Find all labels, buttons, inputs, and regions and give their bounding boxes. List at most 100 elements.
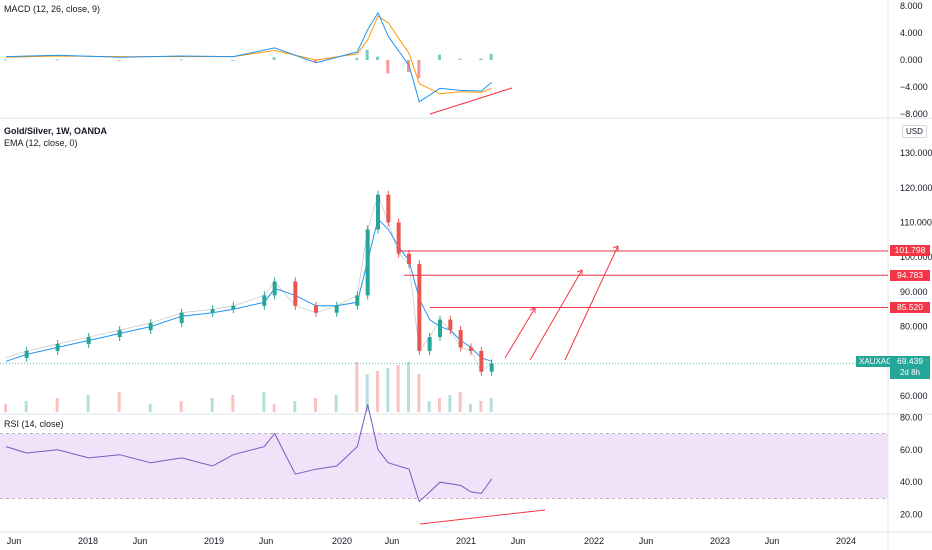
- currency-button[interactable]: USD: [902, 125, 927, 138]
- projection-arrow: [504, 307, 536, 359]
- price-tick-label: 90.000: [900, 287, 928, 297]
- candle-body: [148, 323, 153, 331]
- candle-body: [210, 309, 215, 313]
- last-price-tag: 69.439: [890, 356, 930, 367]
- macd-title: MACD (12, 26, close, 9): [4, 4, 101, 14]
- price-label-3: 85.520: [890, 301, 930, 313]
- macd-histogram-bar: [365, 49, 369, 60]
- arrow-head: [529, 307, 536, 313]
- macd-histogram-bar: [386, 60, 390, 74]
- rsi-title: RSI (14, close): [4, 419, 64, 429]
- candle-body: [417, 264, 422, 351]
- candle-body: [365, 229, 370, 296]
- time-tick-label: Jun: [385, 536, 400, 546]
- macd-line: [5, 11, 493, 103]
- candle-body: [24, 350, 29, 358]
- volume-bar: [386, 368, 390, 412]
- time-tick-label: 2022: [584, 536, 604, 546]
- rsi-line: [5, 404, 493, 503]
- price-title: Gold/Silver, 1W, OANDA: [4, 126, 108, 136]
- macd-tick-label: −4.000: [900, 82, 928, 92]
- volume-bar: [469, 404, 472, 412]
- time-tick-label: 2018: [78, 536, 98, 546]
- macd-histogram-bar: [272, 57, 276, 60]
- candle-body: [448, 319, 453, 331]
- volume-bar: [334, 395, 338, 412]
- volume-bar: [489, 398, 493, 412]
- rsi-divergence-arrow: [419, 509, 546, 525]
- candle-body: [314, 305, 318, 313]
- price-label-1: 101.798: [890, 245, 930, 257]
- macd-tick-label: −8.000: [900, 109, 928, 119]
- volume-bar: [4, 404, 7, 412]
- rsi-tick-label: 80.00: [900, 412, 923, 422]
- candle-body: [386, 194, 391, 223]
- volume-bar: [117, 392, 121, 412]
- ema-line: [5, 218, 492, 362]
- volume-bar: [262, 392, 266, 412]
- time-tick-label: 2019: [204, 536, 224, 546]
- candle-body: [334, 305, 339, 313]
- macd-divergence-arrow: [429, 87, 513, 115]
- candle-body: [427, 337, 432, 351]
- time-tick-label: 2023: [710, 536, 730, 546]
- candle-body: [458, 330, 463, 348]
- rsi-tick-label: 20.00: [900, 510, 923, 520]
- price-tick-label: 80.000: [900, 322, 928, 332]
- volume-bar: [272, 404, 276, 412]
- volume-bar: [448, 395, 452, 412]
- candle-body: [355, 295, 360, 306]
- candle-body: [55, 343, 60, 351]
- candle-body: [469, 347, 473, 351]
- candle-body: [293, 281, 298, 306]
- rsi-band: [0, 433, 888, 499]
- macd-tick-label: 8.000: [900, 1, 923, 11]
- macd-signal-line: [5, 15, 492, 95]
- time-tick-label: Jun: [259, 536, 274, 546]
- macd-histogram-bar: [407, 60, 410, 73]
- projection-arrow: [564, 245, 619, 361]
- volume-bar: [479, 401, 483, 412]
- volume-bar: [438, 398, 441, 412]
- volume-bar: [314, 398, 317, 412]
- candle-body: [489, 363, 494, 372]
- macd-histogram-bar: [417, 60, 421, 79]
- time-tick-label: Jun: [639, 536, 654, 546]
- volume-bar: [210, 398, 214, 412]
- candle-body: [407, 253, 411, 265]
- macd-tick-label: 4.000: [900, 28, 923, 38]
- candle-body: [86, 337, 91, 344]
- time-tick-label: Jun: [511, 536, 526, 546]
- price-label-2: 94.783: [890, 269, 930, 281]
- volume-bar: [148, 404, 152, 412]
- time-tick-label: Jun: [765, 536, 780, 546]
- macd-tick-label: 0.000: [900, 55, 923, 65]
- volume-bar: [396, 365, 400, 412]
- candle-body: [479, 350, 484, 372]
- volume-bar: [179, 401, 183, 412]
- candle-body: [117, 330, 122, 338]
- rsi-tick-label: 60.00: [900, 445, 923, 455]
- candle-body: [396, 222, 401, 254]
- macd-histogram-bar: [231, 60, 235, 61]
- arrow-head: [576, 269, 583, 275]
- candle-body: [231, 305, 236, 310]
- volume-bar: [376, 371, 379, 412]
- time-tick-label: 2024: [836, 536, 856, 546]
- macd-histogram-bar: [458, 58, 462, 60]
- time-tick-label: 2020: [332, 536, 352, 546]
- macd-histogram-bar: [376, 56, 379, 60]
- macd-histogram-bar: [4, 59, 7, 61]
- ema-title: EMA (12, close, 0): [4, 138, 78, 148]
- countdown-tag: 2d 8h: [890, 367, 930, 379]
- candle-body: [179, 312, 184, 324]
- macd-histogram-bar: [489, 53, 493, 60]
- volume-bar: [24, 401, 28, 412]
- arrow-head: [612, 245, 619, 251]
- volume-bar: [365, 374, 369, 412]
- macd-histogram-bar: [179, 59, 183, 61]
- volume-bar: [355, 362, 359, 412]
- candle-body: [376, 194, 380, 230]
- volume-bar: [427, 401, 431, 412]
